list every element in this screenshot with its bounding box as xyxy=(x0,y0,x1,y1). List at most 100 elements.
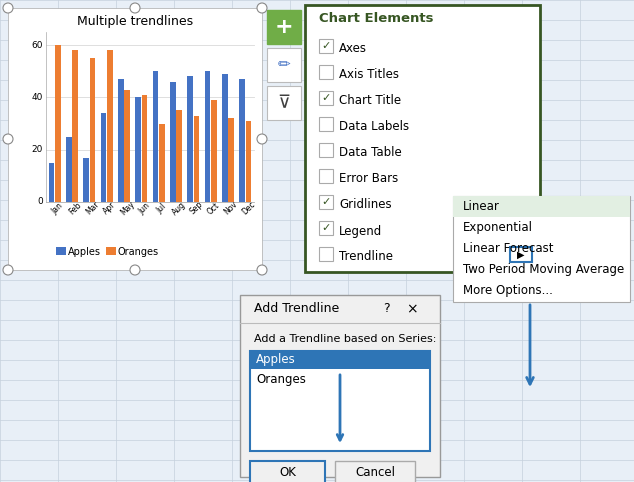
Bar xyxy=(106,247,116,255)
Text: Jul: Jul xyxy=(155,201,169,214)
Bar xyxy=(8,8,262,270)
Bar xyxy=(510,247,532,262)
Text: Feb: Feb xyxy=(67,200,83,216)
Bar xyxy=(170,81,176,202)
Bar xyxy=(72,50,78,202)
Bar xyxy=(188,77,193,202)
Bar xyxy=(250,351,430,369)
Text: Oranges: Oranges xyxy=(256,373,306,386)
Circle shape xyxy=(257,3,267,13)
Text: Two Period Moving Average: Two Period Moving Average xyxy=(463,263,624,276)
Bar xyxy=(335,461,415,482)
Bar xyxy=(124,90,130,202)
Bar xyxy=(228,118,234,202)
Text: OK: OK xyxy=(279,467,296,480)
Text: Chart Title: Chart Title xyxy=(339,94,401,107)
Text: 20: 20 xyxy=(32,145,43,154)
Text: Jan: Jan xyxy=(51,201,65,215)
Text: ?: ? xyxy=(383,303,389,316)
Bar xyxy=(453,196,630,302)
Bar xyxy=(246,121,251,202)
Bar xyxy=(89,58,95,202)
Circle shape xyxy=(257,265,267,275)
Bar xyxy=(211,100,217,202)
Bar xyxy=(305,5,540,272)
Text: 40: 40 xyxy=(32,93,43,102)
Bar xyxy=(319,117,333,131)
Bar xyxy=(56,247,66,255)
Text: 60: 60 xyxy=(32,40,43,50)
Bar xyxy=(159,123,165,202)
Bar xyxy=(319,221,333,235)
Bar xyxy=(107,50,113,202)
Circle shape xyxy=(3,265,13,275)
Bar xyxy=(319,39,333,53)
Text: Cancel: Cancel xyxy=(355,467,395,480)
Text: ✓: ✓ xyxy=(321,197,331,207)
Text: Multiple trendlines: Multiple trendlines xyxy=(77,15,193,28)
Text: Mar: Mar xyxy=(84,200,101,216)
Bar xyxy=(176,110,182,202)
Text: Sep: Sep xyxy=(188,200,205,216)
Bar xyxy=(453,196,630,217)
Bar xyxy=(101,113,107,202)
Text: Jun: Jun xyxy=(137,201,152,215)
Text: May: May xyxy=(119,200,136,217)
Bar xyxy=(319,247,333,261)
Bar xyxy=(55,45,61,202)
Text: Chart Elements: Chart Elements xyxy=(319,13,434,26)
Bar xyxy=(319,65,333,79)
Text: Add Trendline: Add Trendline xyxy=(254,303,339,316)
Text: Axis Titles: Axis Titles xyxy=(339,68,399,81)
Bar xyxy=(240,295,440,477)
Text: Exponential: Exponential xyxy=(463,221,533,234)
Bar xyxy=(319,91,333,105)
Text: Legend: Legend xyxy=(339,225,382,238)
Text: ✏: ✏ xyxy=(278,57,290,72)
Text: 0: 0 xyxy=(37,198,43,206)
Text: Apples: Apples xyxy=(68,247,101,257)
Bar xyxy=(66,136,72,202)
Text: Data Table: Data Table xyxy=(339,147,402,160)
Text: Dec: Dec xyxy=(240,200,257,216)
Bar xyxy=(141,95,147,202)
Text: Gridlines: Gridlines xyxy=(339,199,392,212)
Text: Apr: Apr xyxy=(102,201,118,216)
Bar xyxy=(118,79,124,202)
Bar xyxy=(250,351,430,451)
Text: ✓: ✓ xyxy=(321,223,331,233)
Text: Linear Forecast: Linear Forecast xyxy=(463,242,553,255)
Text: Nov: Nov xyxy=(223,200,240,216)
Text: +: + xyxy=(275,17,294,37)
Text: ✓: ✓ xyxy=(321,41,331,51)
Text: Add a Trendline based on Series:: Add a Trendline based on Series: xyxy=(254,334,436,344)
Text: Axes: Axes xyxy=(339,42,367,55)
Bar xyxy=(267,86,301,120)
Text: Data Labels: Data Labels xyxy=(339,120,409,134)
Bar xyxy=(267,10,301,44)
Bar xyxy=(250,461,325,482)
Bar xyxy=(222,74,228,202)
Bar xyxy=(267,48,301,82)
Text: Oranges: Oranges xyxy=(118,247,159,257)
Text: Linear: Linear xyxy=(463,200,500,213)
Text: Trendline: Trendline xyxy=(339,251,393,264)
Bar xyxy=(319,195,333,209)
Bar xyxy=(153,71,158,202)
Text: More Options...: More Options... xyxy=(463,284,553,297)
Circle shape xyxy=(3,134,13,144)
Text: Aug: Aug xyxy=(171,200,188,217)
Bar xyxy=(319,169,333,183)
Circle shape xyxy=(257,134,267,144)
Bar xyxy=(136,97,141,202)
Text: Apples: Apples xyxy=(256,353,295,366)
Circle shape xyxy=(3,3,13,13)
Text: ⊽: ⊽ xyxy=(278,94,290,112)
Text: Oct: Oct xyxy=(206,201,222,216)
Text: ×: × xyxy=(406,302,418,316)
Text: Error Bars: Error Bars xyxy=(339,173,398,186)
Bar xyxy=(205,71,210,202)
Text: ✓: ✓ xyxy=(321,93,331,103)
Circle shape xyxy=(130,3,140,13)
Circle shape xyxy=(130,265,140,275)
